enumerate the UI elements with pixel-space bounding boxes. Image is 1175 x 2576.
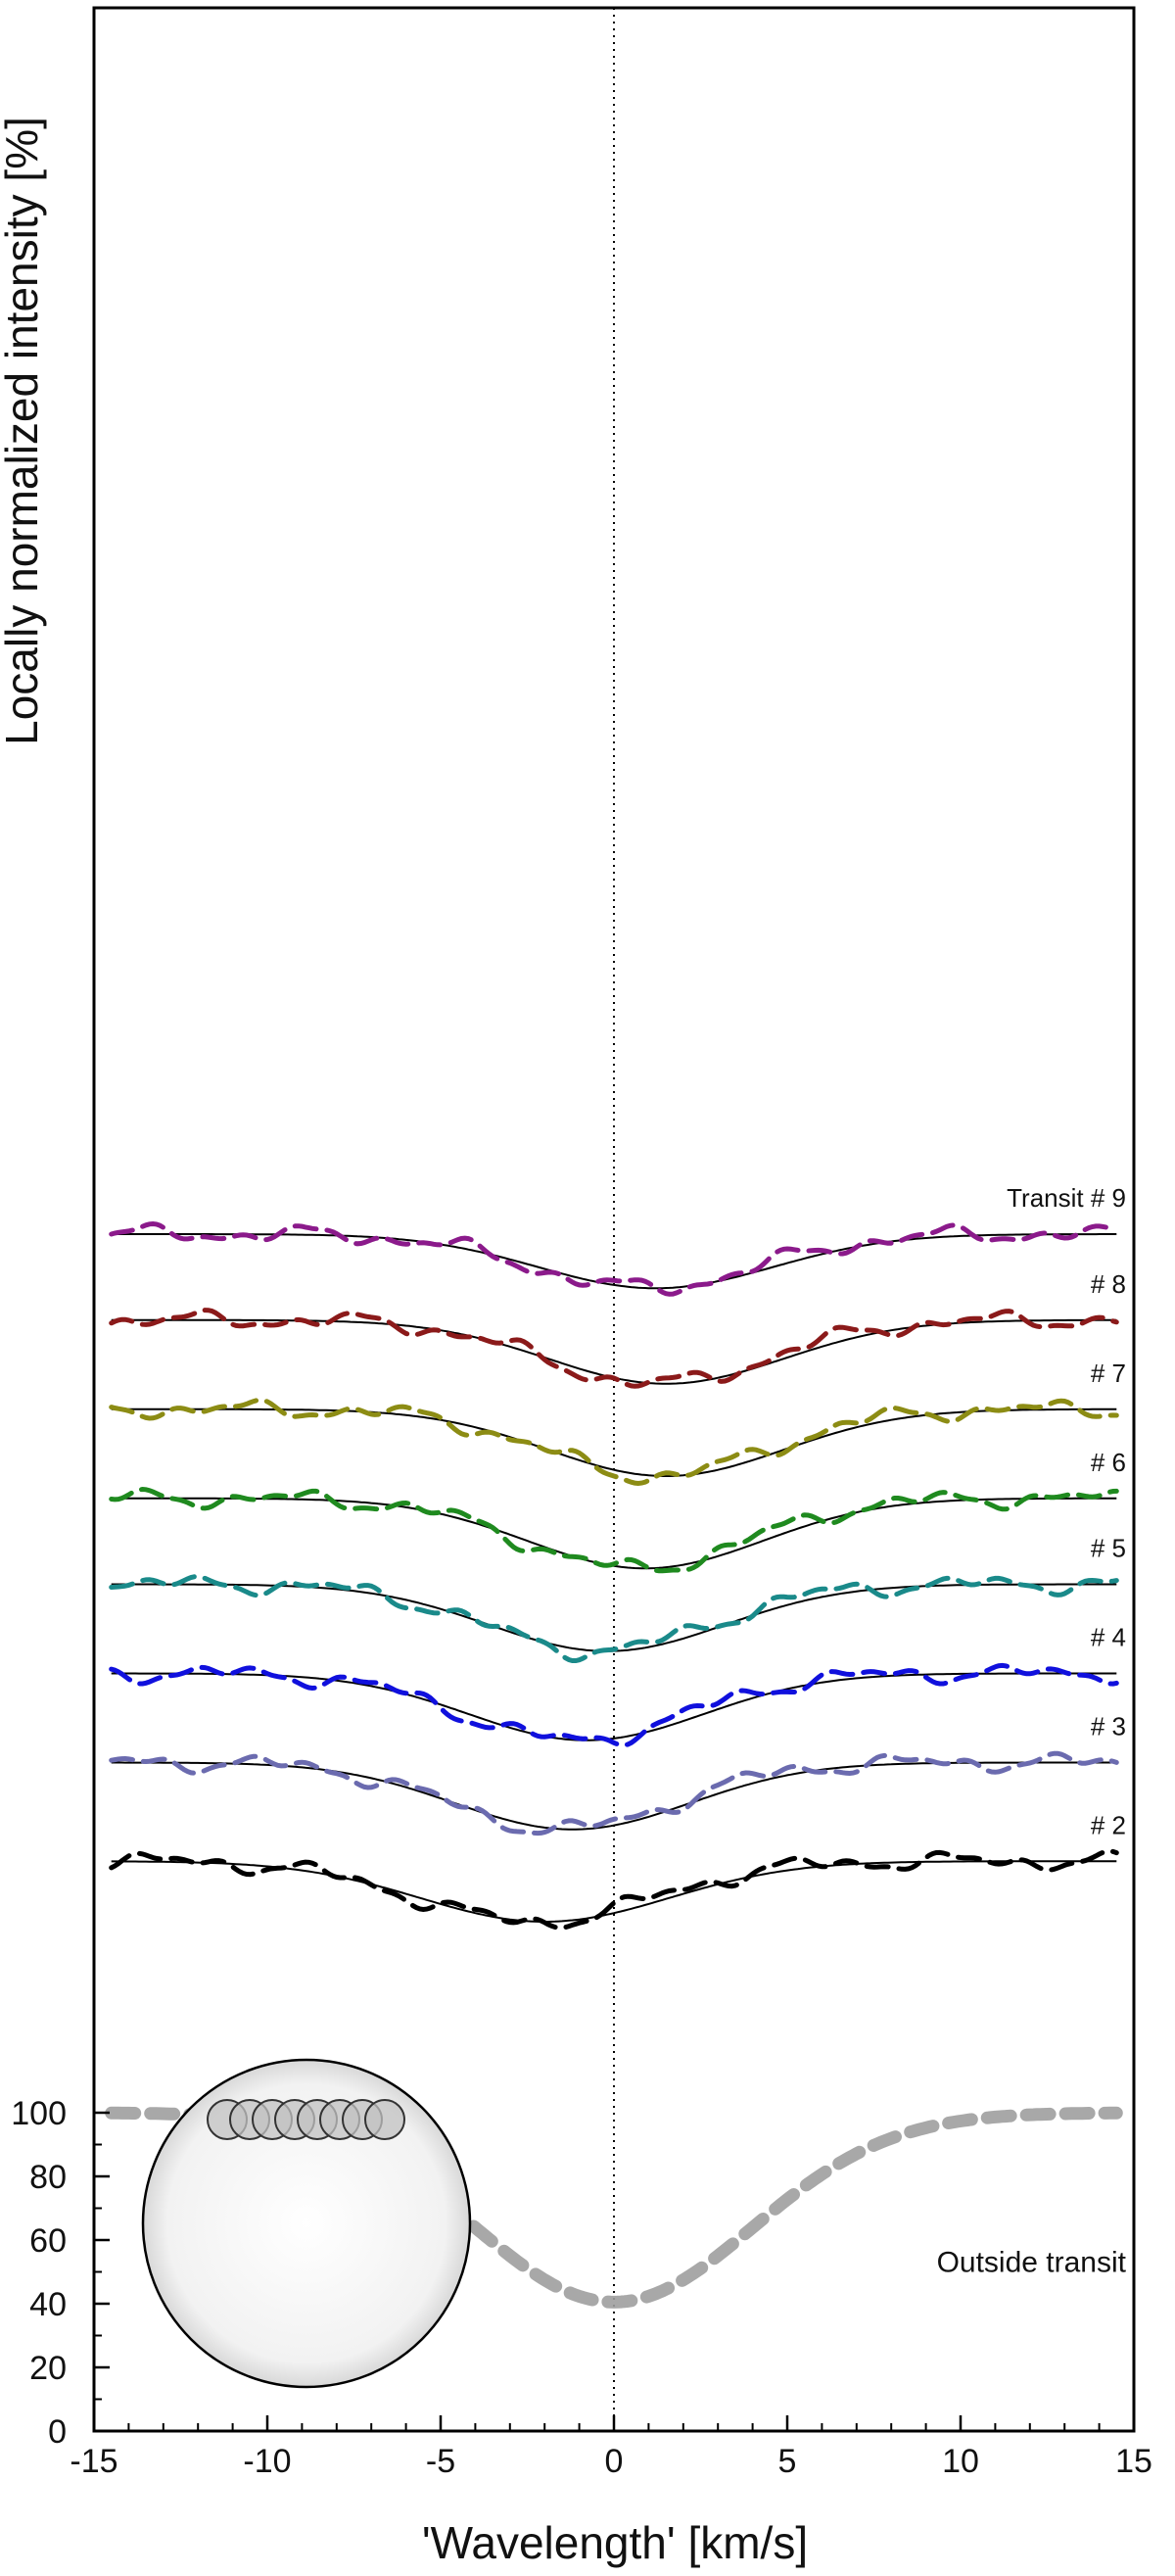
y-tick-label: 60	[29, 2222, 67, 2260]
transit-series: Transit # 9	[109, 1183, 1126, 1297]
stellar-disk-inset	[141, 2058, 472, 2389]
transit-series: # 7	[109, 1359, 1126, 1487]
x-tick-label: -15	[70, 2443, 118, 2480]
observed-profile-line	[109, 1486, 1119, 1574]
series-layer: # 2 # 3 # 4 # 5 # 6 # 7 # 8 Transit # 9 Outside …	[105, 8, 1127, 2431]
y-tick-label: 100	[11, 2095, 67, 2132]
x-tick-label: 15	[1115, 2443, 1152, 2480]
transit-series: # 4	[109, 1623, 1126, 1748]
x-tick-label: 10	[942, 2443, 979, 2480]
axis-ticks: -15 -10 -5 0 5 10 15 0 20 40 60 80 100	[11, 2095, 1152, 2480]
observed-profile-line	[109, 1750, 1119, 1837]
transit-series: # 8	[109, 1269, 1126, 1389]
series-label: Transit # 9	[1007, 1183, 1126, 1213]
transit-series: # 3	[109, 1712, 1126, 1837]
series-label: # 2	[1091, 1810, 1126, 1839]
y-axis-label: Locally normalized intensity [%]	[0, 117, 47, 745]
x-tick-label: -10	[243, 2443, 291, 2480]
y-tick-label: 0	[48, 2413, 67, 2451]
transit-series: # 5	[109, 1534, 1126, 1663]
outside-transit-label: Outside transit	[937, 2247, 1127, 2279]
series-label: # 7	[1091, 1359, 1126, 1388]
series-label: # 8	[1091, 1269, 1126, 1299]
x-axis-label: 'Wavelength' [km/s]	[422, 2517, 808, 2568]
transit-series: # 2	[109, 1810, 1126, 1931]
y-tick-label: 80	[29, 2159, 67, 2196]
observed-profile-line	[109, 1397, 1119, 1487]
observed-profile-line	[109, 1220, 1119, 1297]
observed-profile-line	[109, 1308, 1119, 1389]
series-label: # 4	[1091, 1623, 1126, 1652]
y-tick-label: 20	[29, 2350, 67, 2387]
x-tick-label: -5	[426, 2443, 455, 2480]
observed-profile-line	[109, 1662, 1119, 1748]
transit-series: # 6	[109, 1448, 1126, 1574]
series-label: # 6	[1091, 1448, 1126, 1477]
series-label: # 5	[1091, 1534, 1126, 1563]
x-tick-label: 0	[605, 2443, 624, 2480]
x-tick-label: 5	[778, 2443, 797, 2480]
observed-profile-line	[109, 1574, 1119, 1663]
series-label: # 3	[1091, 1712, 1126, 1741]
stellar-disk	[141, 2058, 472, 2389]
observed-profile-line	[109, 1848, 1119, 1931]
y-tick-label: 40	[29, 2286, 67, 2323]
planet-position-marker	[364, 2099, 405, 2140]
